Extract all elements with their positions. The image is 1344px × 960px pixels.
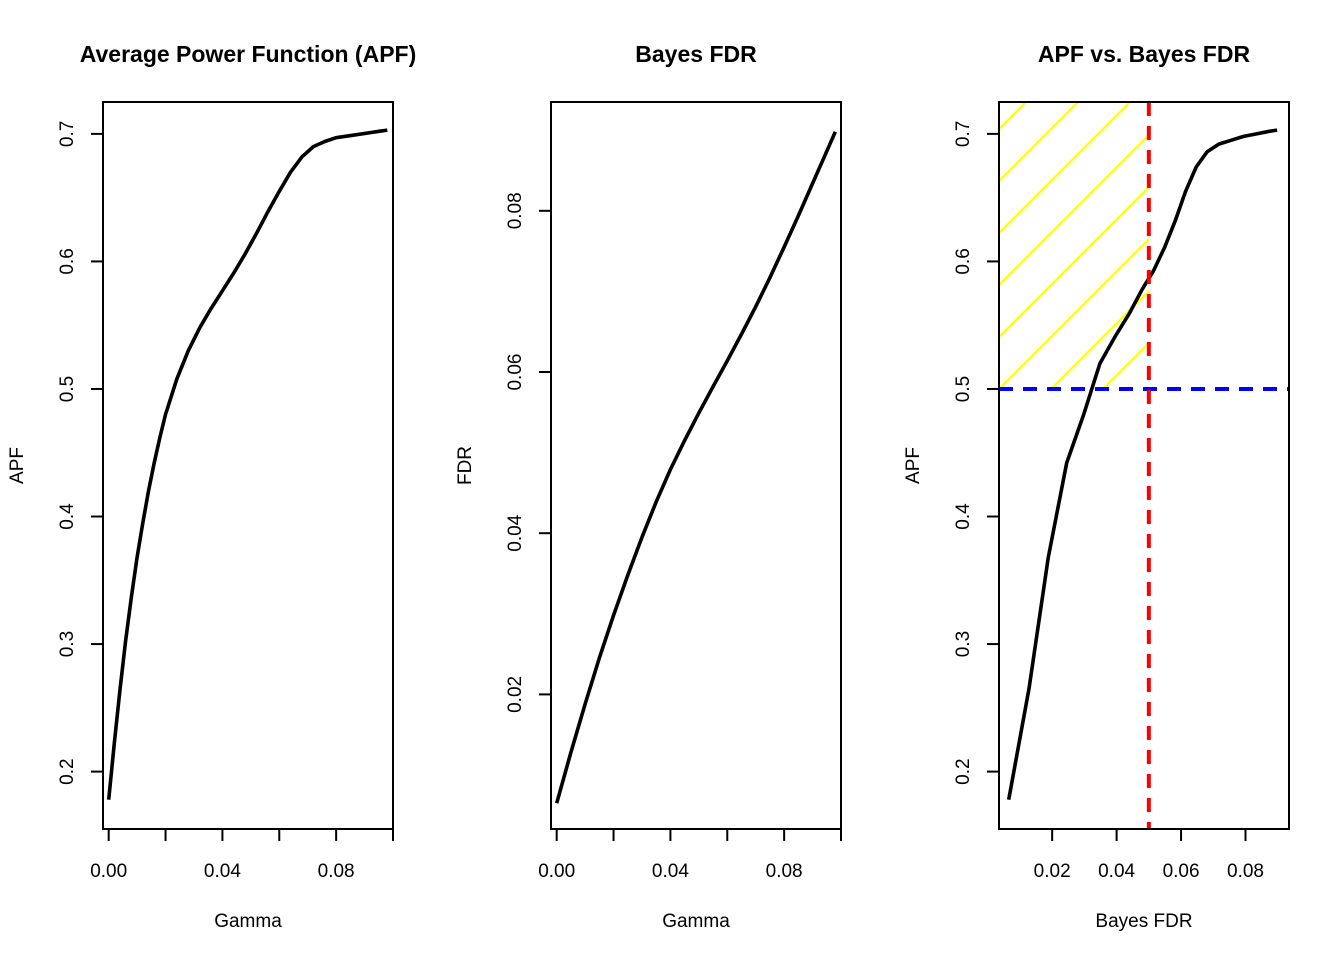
x-axis-label: Gamma xyxy=(214,911,282,932)
x-tick-label: 0.04 xyxy=(204,861,241,882)
plot-frame xyxy=(102,101,394,830)
y-tick-label: 0.02 xyxy=(505,676,526,713)
hatch-line xyxy=(1101,341,1149,389)
y-axis-label: FDR xyxy=(455,446,476,485)
hatch-line xyxy=(1323,62,1344,429)
x-tick-label: 0.04 xyxy=(652,861,689,882)
y-tick-label: 0.2 xyxy=(57,758,78,784)
panel-bayes-fdr: Bayes FDR Gamma FDR 0.00 0.04 0.08 0.02 0.04… xyxy=(455,41,842,932)
x-tick-label: 0.02 xyxy=(1034,861,1071,882)
y-tick-label: 0.04 xyxy=(505,514,526,551)
plot-frame xyxy=(998,101,1290,830)
hatch-line xyxy=(1271,62,1344,429)
panel-apf-vs-fdr: APF vs. Bayes FDR Bayes FDR APF 0.02 0.04… xyxy=(647,41,1344,932)
hatch-line xyxy=(1219,62,1344,429)
hatch-line xyxy=(999,185,1149,339)
y-tick-label: 0.3 xyxy=(953,631,974,657)
hatch-line xyxy=(999,102,1132,235)
y-tick-label: 0.08 xyxy=(505,192,526,229)
chart-title: APF vs. Bayes FDR xyxy=(1038,41,1251,67)
y-tick-label: 0.06 xyxy=(505,354,526,391)
y-tick-label: 0.6 xyxy=(953,248,974,274)
x-axis-label: Gamma xyxy=(662,911,730,932)
y-tick-label: 0.6 xyxy=(57,248,78,274)
panel-apf: Average Power Function (APF) Gamma APF 0… xyxy=(7,41,416,932)
y-tick-label: 0.4 xyxy=(953,503,974,530)
hatch-line xyxy=(999,102,1080,183)
y-tick-label: 0.2 xyxy=(953,758,974,784)
hatch-line xyxy=(647,62,1014,429)
shaded-region xyxy=(647,62,1344,429)
chart-title: Average Power Function (APF) xyxy=(80,41,417,67)
y-tick-label: 0.7 xyxy=(953,121,974,147)
y-tick-label: 0.7 xyxy=(57,121,78,147)
hatch-line xyxy=(999,102,1028,131)
x-tick-label: 0.00 xyxy=(538,861,575,882)
y-tick-label: 0.3 xyxy=(57,631,78,657)
x-tick-label: 0.08 xyxy=(318,861,355,882)
hatch-line xyxy=(1167,62,1344,429)
hatch-line xyxy=(999,237,1149,389)
y-axis-label: APF xyxy=(903,447,924,484)
plot-frame xyxy=(550,101,842,830)
chart-title: Bayes FDR xyxy=(635,41,757,67)
hatch-line xyxy=(999,133,1149,287)
x-tick-label: 0.00 xyxy=(90,861,127,882)
series-line xyxy=(554,131,837,804)
y-axis-label: APF xyxy=(7,447,28,484)
x-tick-label: 0.08 xyxy=(766,861,803,882)
y-tick-label: 0.4 xyxy=(57,503,78,530)
x-tick-label: 0.08 xyxy=(1227,861,1264,882)
y-tick-label: 0.5 xyxy=(953,376,974,402)
x-axis-label: Bayes FDR xyxy=(1095,911,1192,932)
y-tick-label: 0.5 xyxy=(57,376,78,402)
x-tick-label: 0.04 xyxy=(1098,861,1135,882)
hatch-line xyxy=(1049,289,1149,389)
series-line xyxy=(106,128,388,800)
x-tick-label: 0.06 xyxy=(1163,861,1200,882)
series-line xyxy=(1006,128,1278,801)
hatch-lines xyxy=(647,62,1344,429)
